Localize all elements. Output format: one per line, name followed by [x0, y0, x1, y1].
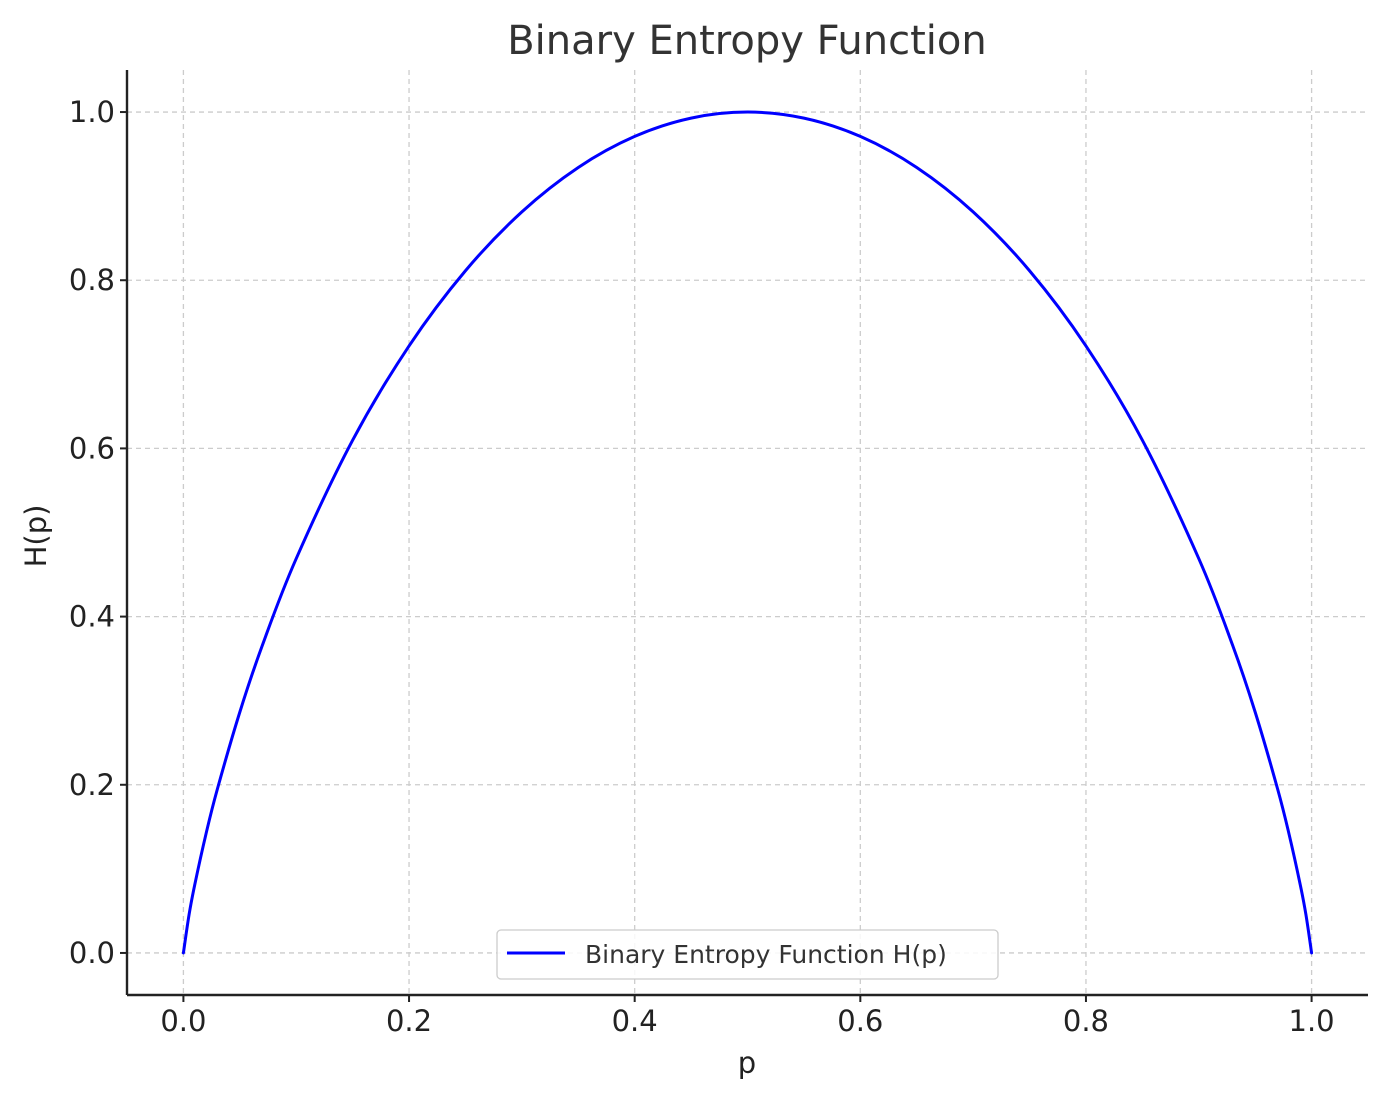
x-tick-label: 0.0: [160, 1004, 206, 1038]
legend-frame: [496, 929, 999, 980]
y-tick-label: 0.6: [69, 431, 115, 465]
series-layer: [181, 110, 1314, 955]
x-tick-label: 0.8: [1063, 1004, 1109, 1038]
chart-title: Binary Entropy Function: [507, 18, 987, 64]
y-axis-ticks: 0.0 0.2 0.4 0.6 0.8 1.0: [69, 95, 127, 970]
x-tick-label: 1.0: [1289, 1004, 1335, 1038]
x-tick-label: 0.6: [837, 1004, 883, 1038]
x-axis-ticks: 0.0 0.2 0.4 0.6 0.8 1.0: [160, 995, 1335, 1038]
y-tick-label: 0.8: [69, 263, 115, 297]
legend-label: Binary Entropy Function H(p): [585, 940, 947, 969]
y-axis-label: H(p): [19, 505, 53, 568]
y-tick-label: 0.0: [69, 936, 115, 970]
grid: [127, 70, 1368, 995]
legend: Binary Entropy Function H(p): [496, 929, 999, 980]
x-axis-label: p: [738, 1046, 756, 1080]
y-tick-label: 1.0: [69, 95, 115, 129]
series-line-binary-entropy: [181, 110, 1314, 955]
x-tick-label: 0.4: [612, 1004, 658, 1038]
y-tick-label: 0.2: [69, 768, 115, 802]
y-tick-label: 0.4: [69, 600, 115, 634]
x-tick-label: 0.2: [386, 1004, 432, 1038]
